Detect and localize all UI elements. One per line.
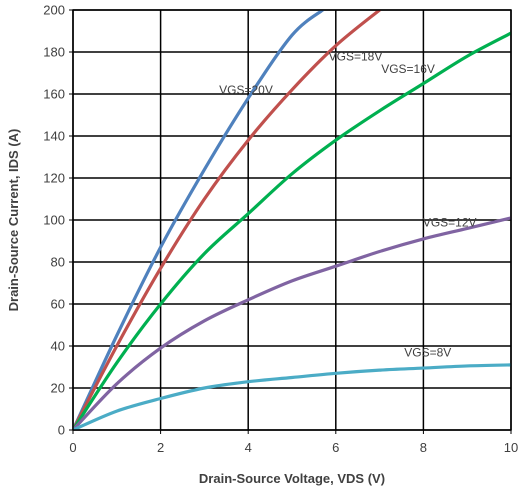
- x-axis-title: Drain-Source Voltage, VDS (V): [199, 471, 385, 486]
- y-axis-title: Drain-Source Current, IDS (A): [6, 129, 21, 312]
- series-line: [73, 363, 511, 430]
- series-line: [73, 31, 511, 430]
- series-label: VGS=12V: [423, 215, 477, 229]
- y-tick-label: 20: [51, 381, 65, 396]
- y-tick-label: 140: [43, 129, 65, 144]
- series-lines: [73, 10, 511, 430]
- series-label: VGS=20V: [219, 83, 273, 97]
- y-tick-label: 180: [43, 45, 65, 60]
- plot-frame: [69, 9, 512, 434]
- x-tick-label: 4: [245, 440, 252, 455]
- y-tick-label: 200: [43, 3, 65, 18]
- y-tick-label: 160: [43, 87, 65, 102]
- series-line: [73, 216, 511, 430]
- x-tick-label: 2: [157, 440, 164, 455]
- x-tick-label: 10: [504, 440, 518, 455]
- y-tick-label: 80: [51, 255, 65, 270]
- y-tick-label: 60: [51, 297, 65, 312]
- x-tick-labels: 0 2 4 6 8 10: [69, 440, 518, 455]
- plot-border: [72, 9, 512, 431]
- x-tick-label: 0: [69, 440, 76, 455]
- series-line: [73, 10, 325, 430]
- series-label: VGS=16V: [381, 62, 435, 76]
- y-tick-labels: 0 20 40 60 80 100 120 140 160 180 200: [43, 3, 65, 438]
- y-tick-label: 120: [43, 171, 65, 186]
- series-line: [73, 10, 382, 430]
- y-tick-label: 100: [43, 213, 65, 228]
- series-label: VGS=8V: [404, 346, 451, 360]
- x-tick-label: 8: [420, 440, 427, 455]
- y-tick-label: 40: [51, 339, 65, 354]
- series-label: VGS=18V: [329, 49, 383, 63]
- y-tick-label: 0: [58, 423, 65, 438]
- x-tick-label: 6: [332, 440, 339, 455]
